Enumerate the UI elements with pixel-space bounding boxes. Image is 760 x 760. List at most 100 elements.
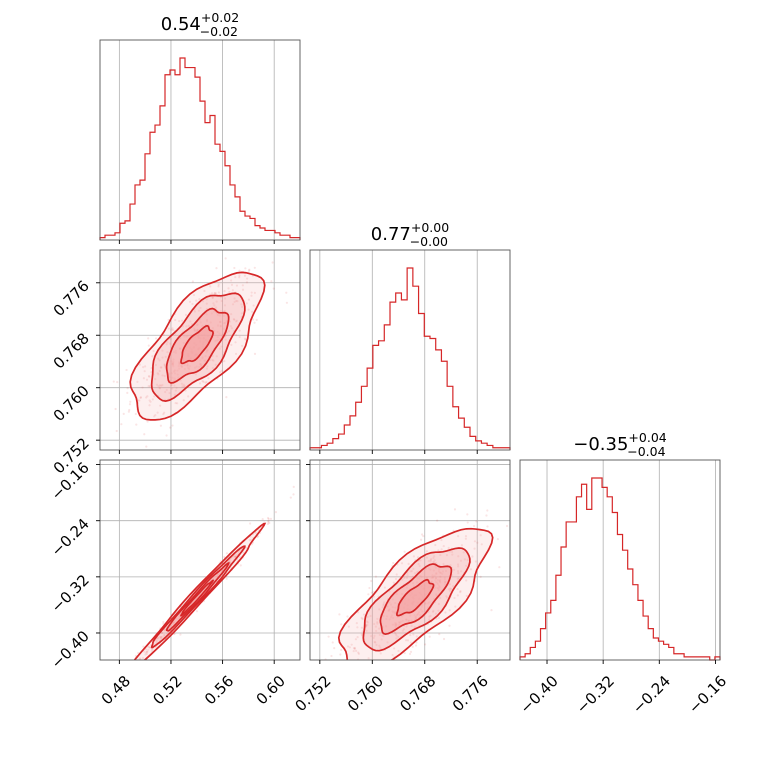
sample-point [424,602,427,605]
sample-point [213,329,216,333]
sample-point [223,322,226,325]
sample-point [217,283,220,286]
sample-point [157,373,160,376]
sample-point [158,384,162,387]
sample-point [216,314,219,317]
sample-point [391,605,394,609]
sample-point [187,366,190,369]
sample-point [393,610,396,614]
sample-point [136,380,139,383]
sample-point [437,602,441,606]
sample-point [490,609,493,612]
sample-point [213,291,216,295]
sample-point [471,555,474,558]
sample-point [432,560,435,563]
sample-point [165,434,168,437]
sample-point [385,625,388,628]
sample-point [205,313,208,316]
sample-point [169,337,172,341]
sample-point [179,379,182,382]
sample-point [213,304,216,307]
sample-point [185,335,188,338]
sample-point [161,635,164,638]
sample-point [154,645,158,649]
sample-point [362,613,366,616]
sample-point [223,555,226,559]
sample-point [253,321,256,324]
sample-point [203,359,206,362]
sample-point [223,304,227,307]
sample-point [292,493,295,496]
sample-point [169,342,172,345]
sample-point [363,674,365,676]
sample-point [456,570,460,573]
sample-point [420,533,424,536]
sample-point [159,637,162,640]
sample-point [429,568,432,571]
sample-point [414,616,417,619]
sample-point [370,634,373,638]
sample-point [159,635,163,639]
sample-point [435,561,438,565]
sample-point [182,399,185,402]
sample-point [172,621,176,624]
sample-point [394,601,397,605]
sample-point [409,634,412,637]
sample-point [163,365,167,368]
sample-point [410,619,413,622]
sample-point [248,539,251,542]
sample-point [383,601,386,604]
sample-point [449,564,452,567]
sample-point [218,332,221,335]
sample-point [144,651,147,654]
sample-point [167,327,170,330]
sample-point [211,366,215,370]
sample-point [267,519,270,522]
sample-point [403,550,406,553]
sample-point [133,665,135,667]
sample-point [241,284,244,287]
sample-point [378,633,381,637]
sample-point [378,644,381,647]
sample-point [222,327,225,330]
sample-point [409,641,412,644]
sample-point [394,606,397,609]
sample-point [141,656,145,660]
sample-point [258,243,260,245]
sample-point [143,370,146,373]
sample-point [444,580,447,584]
sample-point [122,670,124,672]
sample-point [163,634,166,637]
sample-point [216,574,219,577]
sample-point [441,572,444,575]
sample-point [418,577,421,580]
sample-point [158,369,161,373]
contour-level-3 [180,324,214,365]
sample-point [486,525,489,528]
sample-point [429,559,432,562]
sample-point [171,363,174,366]
sample-point [213,292,216,295]
title-plus: +0.04 [628,430,666,445]
sample-point [201,300,205,303]
sample-point [135,423,138,426]
sample-point [151,355,154,358]
sample-point [170,372,173,375]
sample-point [128,403,132,406]
sample-point [138,363,141,366]
sample-point [394,625,397,628]
sample-point [339,653,342,656]
sample-point [241,288,245,291]
sample-point [253,266,256,269]
sample-point [424,643,427,646]
sample-point [459,559,463,562]
sample-point [154,378,157,381]
sample-point [366,615,369,618]
sample-point [505,524,509,528]
sample-point [165,343,168,346]
sample-point [416,613,419,617]
sample-point [405,639,408,642]
sample-point [397,635,400,639]
sample-point [195,299,198,302]
sample-point [212,310,216,313]
